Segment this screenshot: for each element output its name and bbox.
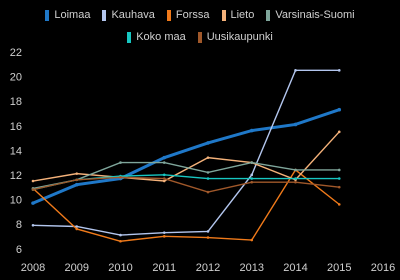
legend-item[interactable]: Forssa [166, 9, 210, 21]
x-tick-label: 2013 [240, 262, 264, 274]
x-tick-label: 2016 [371, 262, 395, 274]
point [162, 179, 166, 183]
y-tick-label: 14 [10, 145, 22, 157]
series-line [32, 176, 340, 193]
point [31, 201, 35, 205]
point [206, 156, 210, 159]
series-line [32, 131, 340, 182]
point [250, 177, 254, 180]
point [162, 161, 166, 164]
legend-label: Varsinais-Suomi [275, 9, 355, 21]
legend-label: Uusikaupunki [206, 31, 273, 43]
x-tick-label: 2009 [65, 262, 89, 274]
point [250, 173, 254, 177]
legend-key [166, 9, 171, 21]
legend-key [102, 9, 107, 21]
point [337, 69, 341, 72]
legend-key [127, 31, 132, 43]
legend-key [266, 9, 271, 21]
legend-item[interactable]: Uusikaupunki [197, 31, 273, 43]
legend-key [221, 9, 226, 21]
point [293, 122, 298, 127]
x-tick-label: 2014 [283, 262, 307, 274]
point [31, 179, 35, 183]
series-line [32, 69, 340, 236]
legend-label: Loimaa [54, 9, 91, 21]
legend-item[interactable]: Kauhava [102, 9, 155, 21]
point [250, 180, 254, 184]
x-tick-label: 2012 [196, 262, 220, 274]
legend-item[interactable]: Loimaa [45, 9, 90, 21]
y-tick-label: 8 [16, 219, 22, 231]
point [162, 155, 167, 160]
point [337, 203, 341, 206]
point [75, 227, 79, 231]
point [206, 236, 210, 239]
x-tick-label: 2011 [152, 262, 176, 274]
legend-row: Loimaa Kauhava Forssa Lieto Varsinais-Suomi [0, 4, 400, 26]
point [337, 107, 342, 112]
point [206, 141, 210, 145]
point [337, 130, 341, 134]
y-tick-label: 20 [10, 72, 22, 84]
point [206, 177, 210, 180]
legend-label: Kauhava [111, 9, 155, 21]
legend-item[interactable]: Lieto [221, 9, 255, 21]
point [337, 177, 341, 180]
legend-item[interactable]: Koko maa [127, 31, 186, 43]
point [119, 176, 122, 179]
y-tick-label: 12 [10, 170, 22, 182]
point [337, 185, 341, 189]
y-tick-label: 10 [10, 195, 22, 207]
point [206, 230, 210, 233]
point [75, 225, 79, 228]
legend-key [45, 9, 50, 21]
point [75, 178, 79, 182]
point [162, 173, 166, 177]
point [294, 168, 297, 172]
legend-label: Lieto [230, 9, 255, 21]
point [294, 69, 297, 72]
series-line [32, 161, 340, 190]
point [162, 177, 166, 180]
point [119, 161, 122, 164]
point [250, 238, 254, 242]
point [74, 182, 79, 187]
point [294, 180, 297, 184]
point [119, 239, 122, 243]
x-tick-label: 2008 [21, 262, 45, 274]
y-tick-label: 22 [10, 47, 22, 59]
series-line [32, 108, 340, 205]
point [206, 171, 210, 174]
point [31, 223, 35, 227]
legend: Loimaa Kauhava Forssa Lieto Varsinais-Suomi K… [0, 4, 400, 48]
point [206, 190, 210, 194]
point [162, 235, 166, 238]
point [337, 168, 341, 172]
legend-label: Forssa [175, 9, 210, 21]
point [249, 128, 254, 133]
point [250, 161, 254, 164]
legend-key [197, 31, 202, 43]
series-line [32, 168, 340, 242]
point [294, 177, 297, 180]
legend-label: Koko maa [136, 31, 186, 43]
legend-row: Koko maa Uusikaupunki [0, 26, 400, 48]
x-tick-label: 2010 [108, 262, 132, 274]
y-tick-label: 18 [10, 96, 22, 108]
x-tick-label: 2015 [327, 262, 351, 274]
point [31, 188, 35, 191]
legend-item[interactable]: Varsinais-Suomi [266, 9, 355, 21]
point [119, 233, 122, 237]
point [75, 172, 79, 175]
point [162, 231, 166, 234]
y-tick-label: 6 [16, 244, 22, 256]
y-tick-label: 16 [10, 121, 22, 133]
